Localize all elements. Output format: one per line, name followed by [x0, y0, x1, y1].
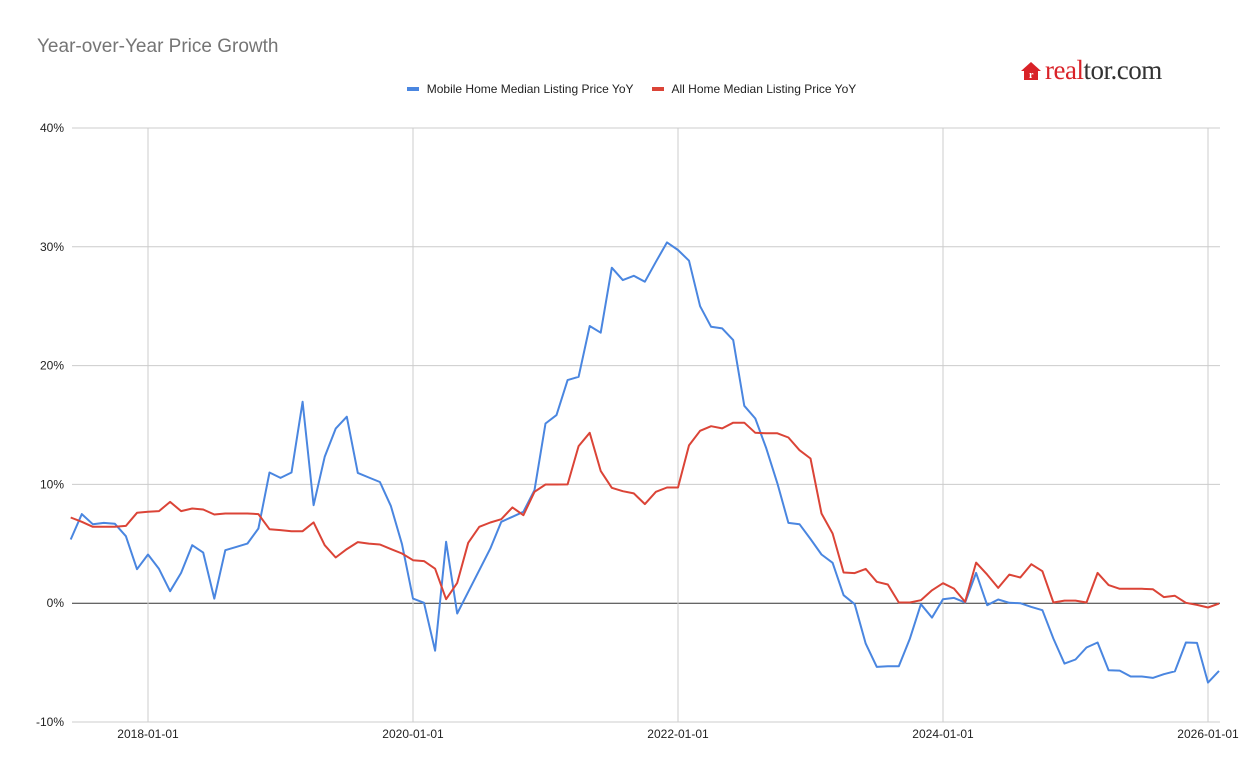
- x-tick-label: 2026-01-01: [1177, 727, 1239, 741]
- y-tick-label: -10%: [36, 715, 64, 729]
- legend: Mobile Home Median Listing Price YoY All…: [4, 82, 1255, 96]
- y-tick-label: 40%: [40, 121, 64, 135]
- x-tick-label: 2022-01-01: [647, 727, 709, 741]
- x-tick-label: 2024-01-01: [912, 727, 974, 741]
- legend-swatch-mobile: [406, 87, 419, 91]
- legend-label-mobile: Mobile Home Median Listing Price YoY: [426, 82, 634, 96]
- series-line-mobile-home: [69, 241, 1220, 684]
- y-tick-label: 0%: [47, 596, 65, 610]
- series-line-all-home: [70, 421, 1220, 609]
- realtor-logo: r real tor.com: [1020, 55, 1162, 86]
- x-tick-label: 2020-01-01: [382, 727, 444, 741]
- legend-item-all[interactable]: All Home Median Listing Price YoY: [651, 82, 857, 96]
- chart-title: Year-over-Year Price Growth: [37, 36, 279, 57]
- legend-item-mobile[interactable]: Mobile Home Median Listing Price YoY: [406, 82, 634, 96]
- y-tick-label: 30%: [40, 240, 64, 254]
- x-tick-label: 2018-01-01: [117, 727, 179, 741]
- logo-text-red: real: [1045, 55, 1084, 85]
- legend-label-all: All Home Median Listing Price YoY: [671, 82, 857, 96]
- y-tick-label: 10%: [40, 477, 64, 491]
- svg-text:r: r: [1029, 70, 1034, 81]
- y-tick-label: 20%: [40, 359, 64, 373]
- house-icon: r: [1021, 61, 1041, 81]
- logo-text-dark: tor.com: [1083, 55, 1162, 85]
- legend-swatch-all: [651, 87, 664, 91]
